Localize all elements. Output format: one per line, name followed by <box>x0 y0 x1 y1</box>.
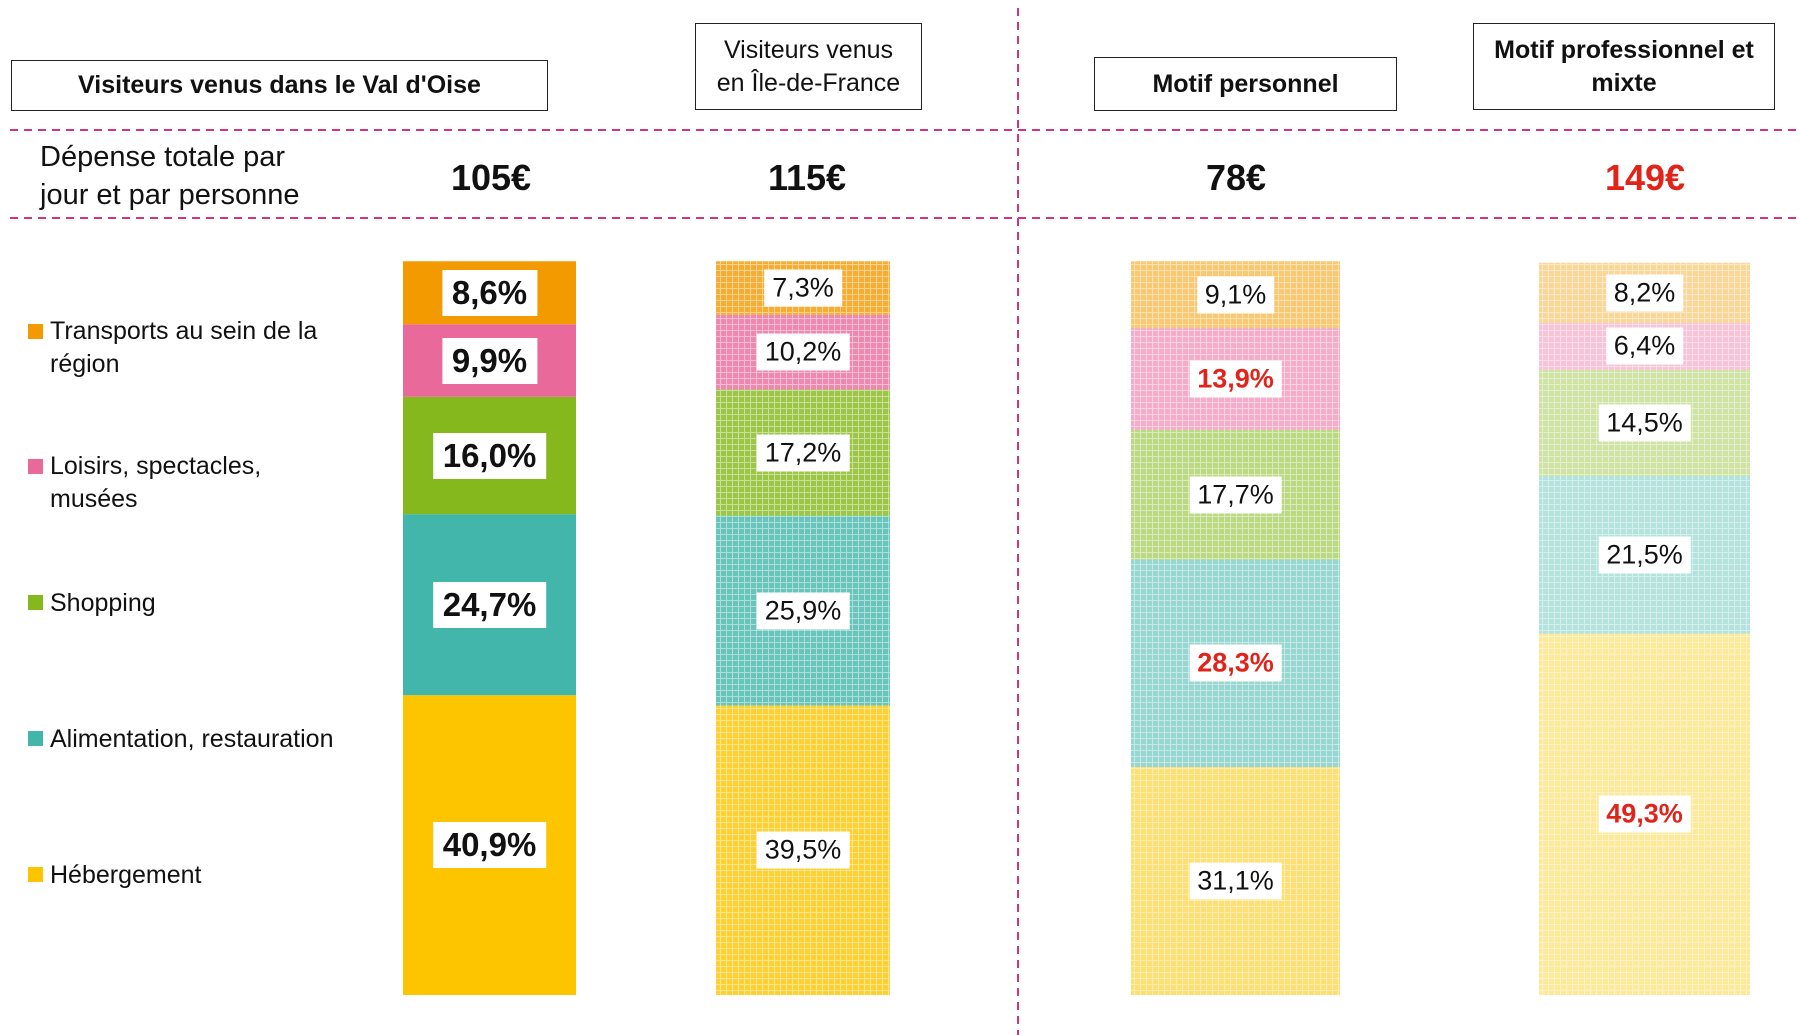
value-label: 21,5% <box>1598 536 1691 574</box>
column-header: Motif professionnel et mixte <box>1473 23 1775 110</box>
total-title: Dépense totale par jour et par personne <box>40 141 300 211</box>
value-label: 9,1% <box>1196 276 1275 314</box>
value-label: 25,9% <box>756 592 850 630</box>
value-label: 39,5% <box>756 831 850 869</box>
value-label: 49,3% <box>1598 795 1691 833</box>
value-label: 10,2% <box>756 333 850 371</box>
legend-label: Alimentation, restauration <box>50 724 334 753</box>
value-label: 14,5% <box>1598 404 1691 442</box>
legend-swatch <box>28 867 43 882</box>
column-header: Motif personnel <box>1094 57 1397 111</box>
total-label: 78€ <box>1205 157 1267 198</box>
legend-swatch <box>28 459 43 474</box>
value-label: 28,3% <box>1189 644 1282 682</box>
value-label: 7,3% <box>764 269 842 307</box>
total-label: 115€ <box>767 157 847 198</box>
value-label: 8,6% <box>441 269 538 316</box>
value-label: 8,2% <box>1605 274 1684 312</box>
value-label: 24,7% <box>432 581 547 628</box>
value-label: 17,7% <box>1189 476 1282 514</box>
value-label: 31,1% <box>1189 862 1282 900</box>
legend-swatch <box>28 324 43 339</box>
column-header: Visiteurs venus dans le Val d'Oise <box>11 60 548 111</box>
legend-label: Loisirs, spectacles, musées <box>50 452 262 513</box>
legend-label: Hébergement <box>50 860 202 889</box>
value-label: 9,9% <box>441 337 538 384</box>
total-label: 149€ <box>1604 157 1686 198</box>
legend-swatch <box>28 595 43 610</box>
legend-swatch <box>28 731 43 746</box>
column-header: Visiteurs venus en Île-de-France <box>695 23 922 110</box>
legend-label: Transports au sein de la région <box>50 317 318 378</box>
value-label: 6,4% <box>1605 327 1684 365</box>
total-label: 105€ <box>450 157 532 198</box>
legend-label: Shopping <box>50 588 156 617</box>
value-label: 40,9% <box>432 822 547 869</box>
value-label: 17,2% <box>756 434 850 472</box>
value-label: 13,9% <box>1189 360 1282 398</box>
value-label: 16,0% <box>432 432 547 479</box>
